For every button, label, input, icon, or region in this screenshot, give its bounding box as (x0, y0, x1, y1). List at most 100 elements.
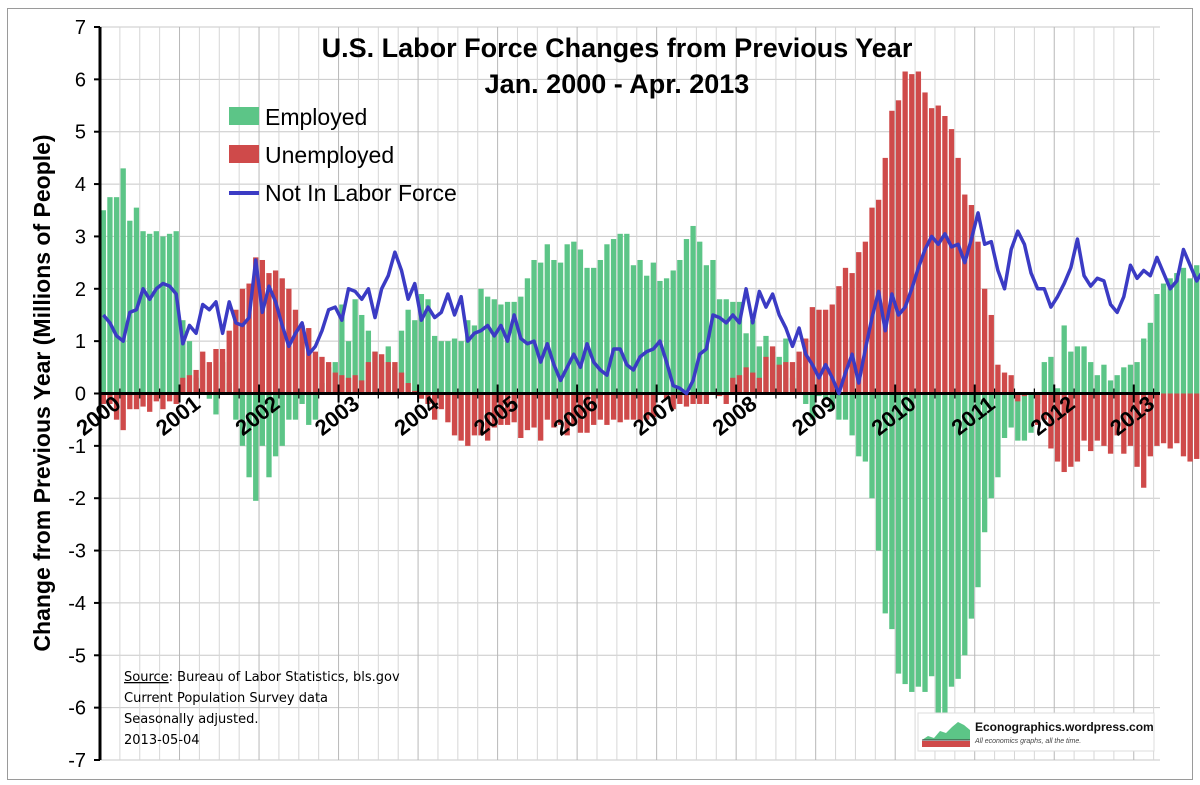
unemployed-bar (451, 393, 458, 436)
employed-bar (306, 393, 312, 425)
unemployed-bar (644, 393, 650, 420)
unemployed-bar (650, 393, 656, 418)
econographics-badge: Econographics.wordpress.com All economic… (917, 712, 1155, 752)
employed-bar (723, 299, 729, 394)
employed-bar (239, 393, 246, 446)
employed-bar (743, 333, 749, 394)
employed-bar (630, 265, 637, 394)
employed-bar (1081, 346, 1087, 394)
employed-bar (1180, 267, 1187, 394)
unemployed-bar (922, 92, 928, 394)
unemployed-bar (670, 393, 676, 410)
unemployed-bar (1134, 393, 1140, 467)
unemployed-bar (1121, 393, 1127, 454)
unemployed-bar (272, 270, 279, 394)
unemployed-bar (617, 393, 623, 423)
employed-bar (1174, 273, 1180, 394)
unemployed-bar (1101, 393, 1107, 446)
unemployed-bar (955, 157, 961, 394)
unemployed-bar (723, 393, 729, 404)
unemployed-bar (869, 207, 875, 394)
unemployed-bar (962, 194, 968, 394)
unemployed-bar (763, 356, 769, 394)
y-tick-label: 0 (75, 384, 86, 406)
unemployed-bar (438, 393, 444, 410)
unemployed-bar (624, 393, 630, 420)
unemployed-bar (856, 252, 862, 394)
employed-bar (491, 299, 497, 394)
unemployed-bar (266, 273, 272, 394)
unemployed-bar (378, 354, 385, 394)
employed-bar (133, 207, 140, 394)
employed-bar (809, 393, 816, 420)
employed-bar (591, 267, 597, 394)
unemployed-bar (531, 393, 537, 428)
unemployed-bar (895, 100, 902, 394)
unemployed-bar (909, 74, 915, 394)
employed-bar (909, 393, 915, 692)
unemployed-bar (299, 325, 305, 394)
unemployed-bar (756, 377, 763, 394)
unemployed-bar (809, 307, 816, 394)
unemployed-bar (478, 393, 484, 436)
employed-bar (544, 244, 550, 394)
unemployed-bar (253, 257, 259, 394)
unemployed-bar (630, 393, 637, 420)
unemployed-bar (1114, 393, 1120, 436)
employed-bar (829, 393, 835, 410)
unemployed-bar (1008, 375, 1014, 394)
employed-bar (604, 244, 610, 394)
employed-bar (650, 262, 656, 394)
badge-logo-icon (922, 722, 970, 747)
employed-bar (352, 299, 358, 394)
unemployed-bar (511, 393, 517, 423)
unemployed-bar (538, 393, 544, 441)
employed-bar (1088, 362, 1094, 394)
unemployed-bar (789, 362, 796, 394)
unemployed-bar (405, 383, 411, 394)
unemployed-bar (1061, 393, 1067, 473)
employed-bar (803, 393, 809, 404)
employed-bar (233, 393, 239, 420)
unemployed-bar (418, 393, 425, 399)
unemployed-bar (193, 369, 199, 394)
unemployed-bar (743, 367, 749, 394)
employed-bar (180, 320, 186, 394)
employed-bar (750, 320, 756, 394)
employed-bar (1041, 362, 1047, 394)
y-tick-label: 6 (75, 69, 86, 91)
unemployed-bar (425, 393, 431, 404)
employed-bar (644, 275, 650, 394)
employed-bar (697, 241, 703, 394)
unemployed-bar (730, 377, 736, 394)
employed-bar (113, 197, 120, 394)
unemployed-bar (372, 351, 378, 394)
unemployed-bar (577, 393, 584, 433)
employed-bar (935, 393, 941, 724)
unemployed-bar (359, 380, 365, 394)
unemployed-bar (445, 393, 451, 423)
unemployed-bar (1160, 393, 1167, 444)
employed-bar (1094, 375, 1100, 394)
unemployed-bar (524, 393, 531, 431)
y-axis-label: Change from Previous Year (Millions of P… (29, 134, 55, 651)
employed-bar (882, 393, 888, 614)
unemployed-bar (180, 377, 186, 394)
employed-bar (1074, 346, 1081, 394)
unemployed-bar (942, 116, 948, 394)
unemployed-bar (948, 129, 955, 394)
unemployed-bar (697, 393, 703, 404)
unemployed-bar (915, 71, 922, 394)
employed-bar (1134, 362, 1140, 394)
employed-bar (471, 325, 478, 394)
unemployed-bar (1107, 393, 1114, 454)
unemployed-bar (504, 393, 511, 425)
employed-bar (160, 236, 166, 394)
employed-bar (166, 233, 173, 394)
employed-bar (458, 341, 464, 394)
y-tick-label: -5 (68, 645, 86, 667)
employed-bar (564, 244, 570, 394)
unemployed-bar (703, 393, 709, 404)
unemployed-bar (1041, 393, 1047, 420)
unemployed-bar (1154, 393, 1160, 446)
